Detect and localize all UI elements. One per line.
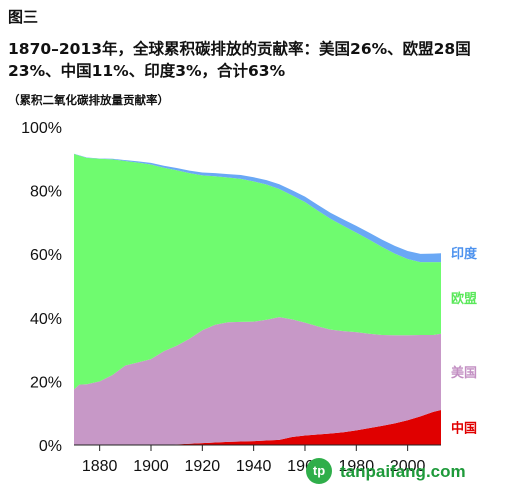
area-usa [74,317,441,445]
y-tick-label: 0% [39,438,62,455]
y-tick-label: 20% [30,374,62,391]
series-label-china: 中国 [451,421,477,437]
x-tick-label: 1920 [185,458,221,475]
figure-label: 图三 [8,8,39,26]
watermark-logo-icon: tp [306,458,332,484]
x-tick-label: 1980 [339,458,375,475]
x-tick-label: 1940 [236,458,272,475]
watermark-text: tanpaifang.com [340,462,466,481]
area-china [74,410,441,445]
y-axis-label: （累积二氧化碳排放量贡献率） [8,93,169,107]
x-tick-label: 2000 [390,458,426,475]
series-label-eu: 欧盟 [451,291,477,307]
x-tick-label: 1900 [133,458,169,475]
series-label-india: 印度 [451,246,478,262]
area-india [74,153,441,263]
series-label-usa: 美国 [451,365,477,381]
area-eu [74,154,441,390]
chart-title: 1870–2013年，全球累积碳排放的贡献率：美国26%、欧盟28国23%、中国… [8,40,471,80]
y-tick-label: 40% [30,311,62,328]
y-tick-label: 100% [21,120,62,137]
y-tick-label: 80% [30,184,62,201]
x-tick-label: 1880 [82,458,118,475]
y-tick-label: 60% [30,247,62,264]
